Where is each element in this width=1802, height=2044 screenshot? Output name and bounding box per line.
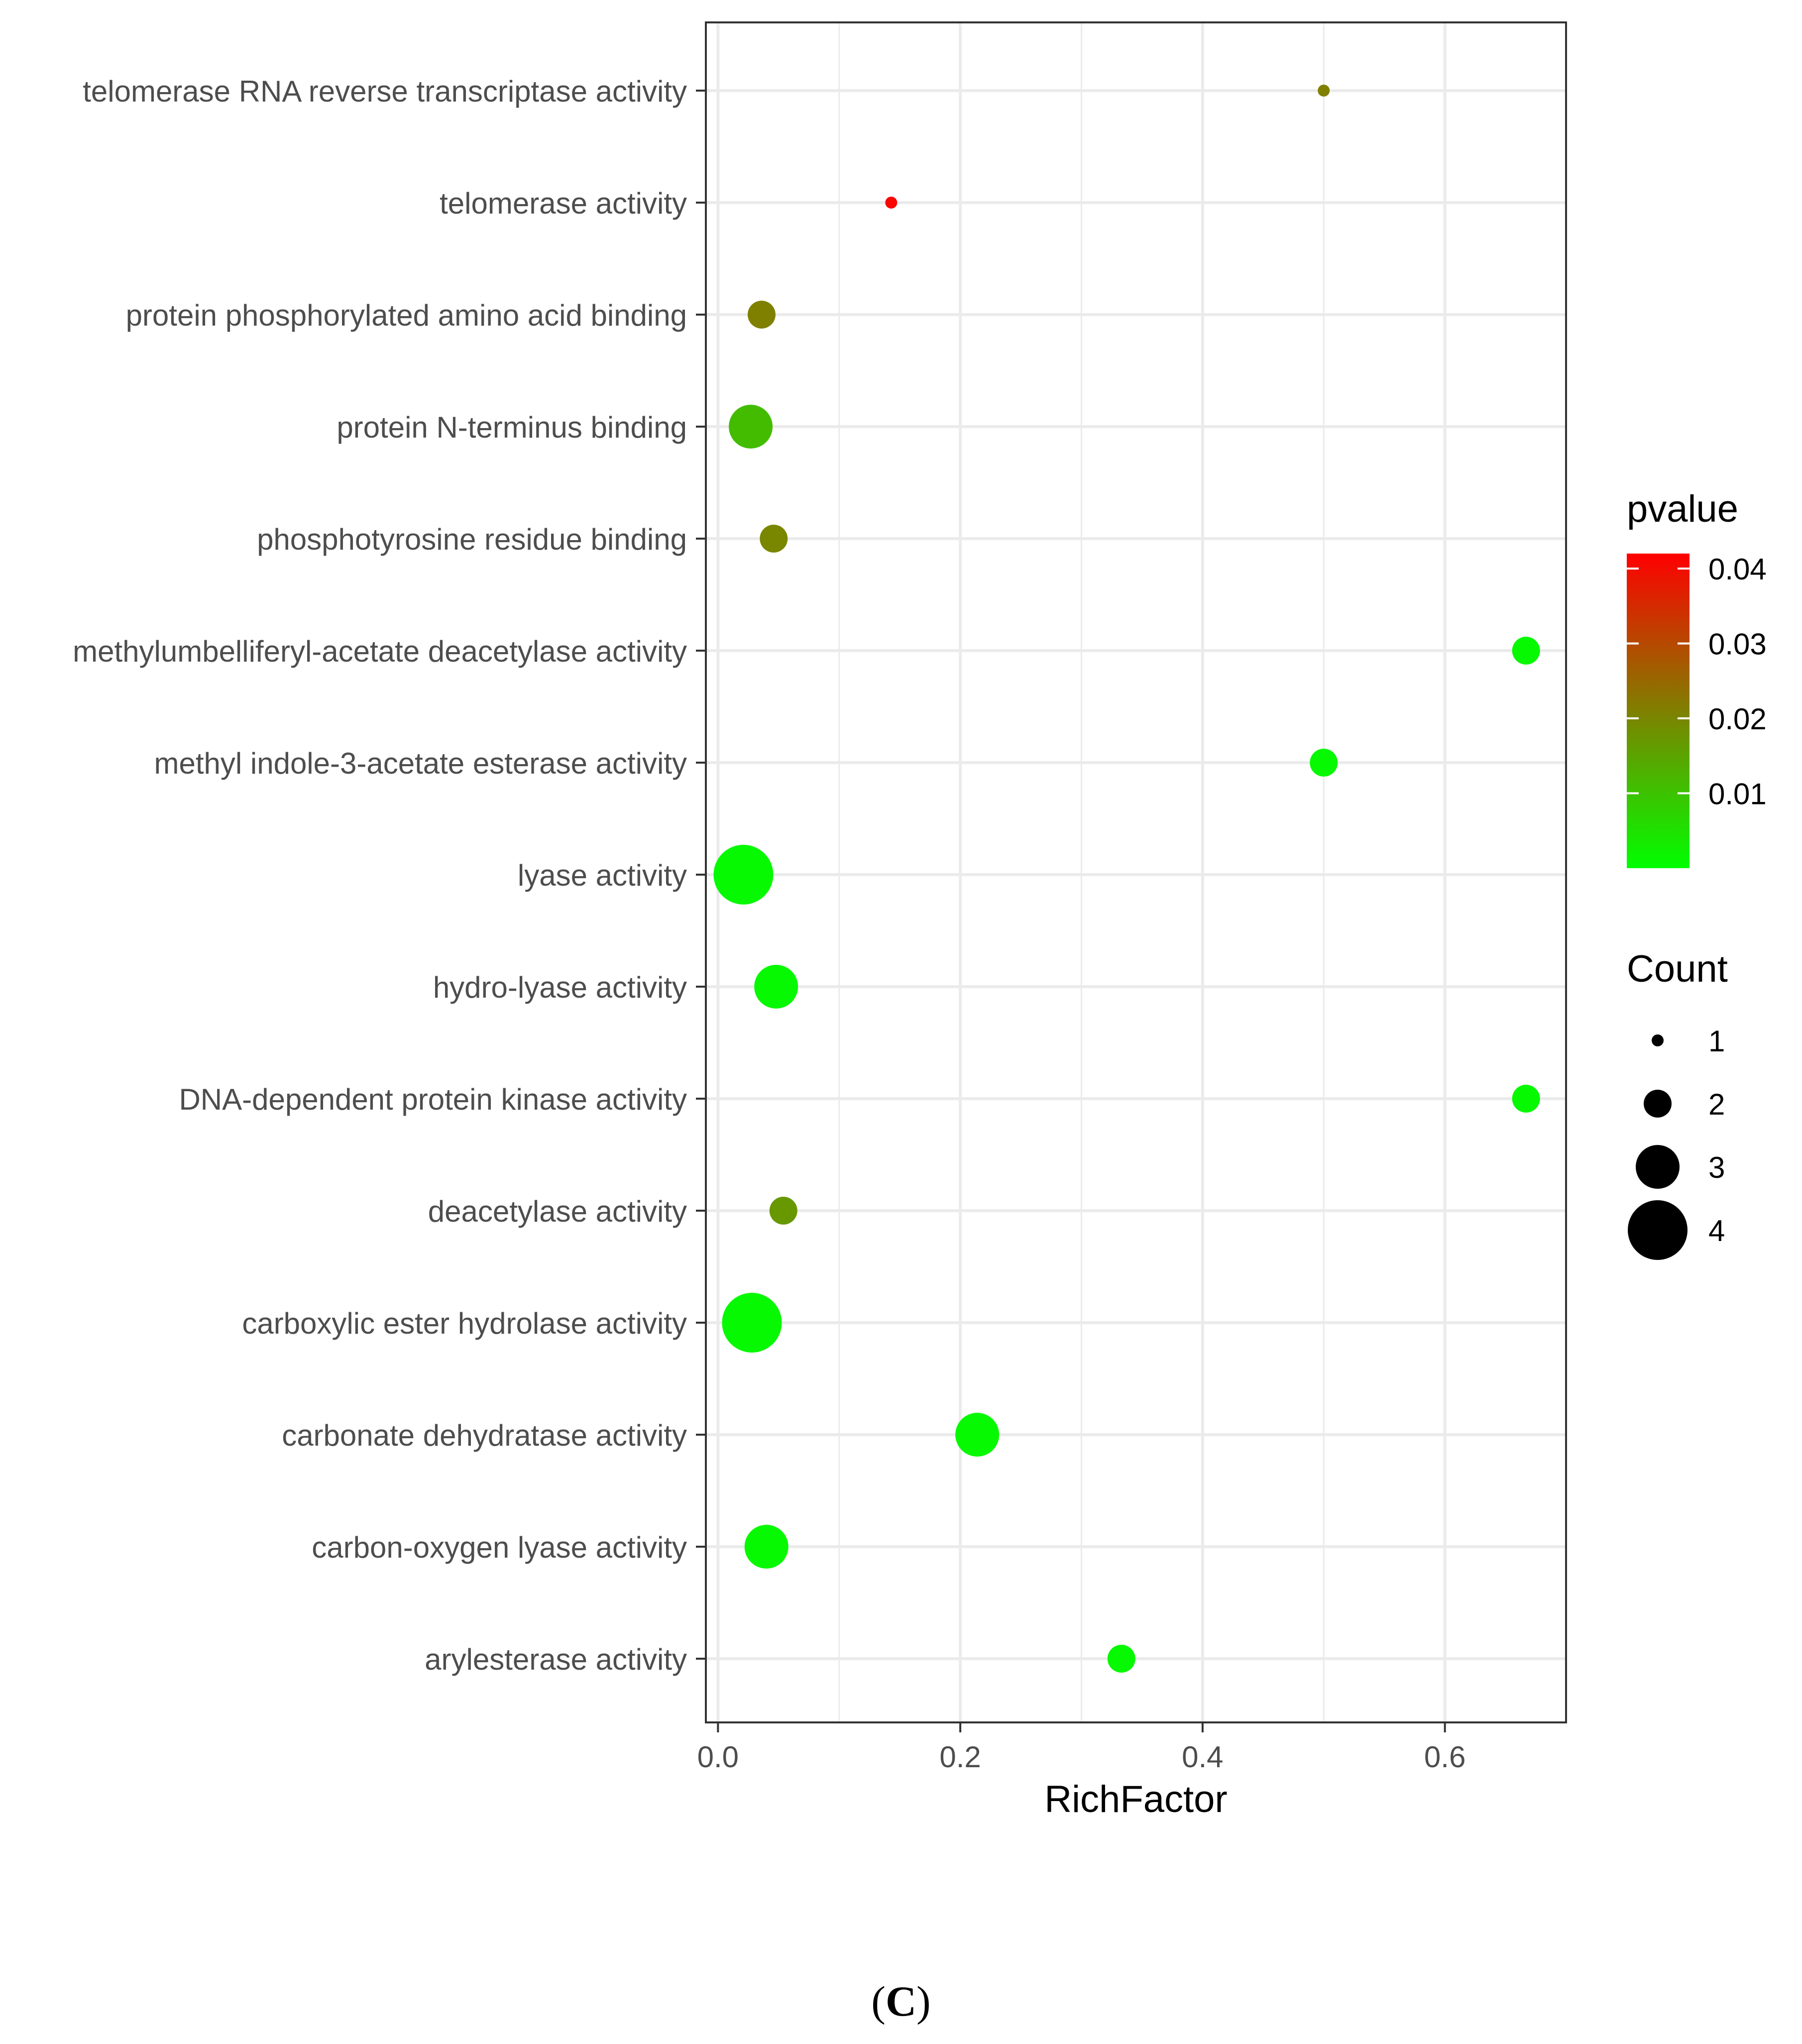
data-point [1512, 1085, 1540, 1113]
y-tick-label: DNA-dependent protein kinase activity [179, 1083, 687, 1116]
y-tick-label: methylumbelliferyl-acetate deacetylase a… [73, 635, 687, 668]
colorbar-tick-label: 0.02 [1708, 702, 1767, 736]
axis-ticks [696, 90, 1446, 1732]
y-tick-label: carboxylic ester hydrolase activity [242, 1307, 687, 1340]
size-legend-label: 4 [1708, 1214, 1725, 1248]
data-point [744, 1525, 788, 1569]
data-point [769, 1197, 797, 1225]
data-point [747, 301, 776, 329]
y-tick-label: protein N-terminus binding [337, 411, 687, 444]
y-tick-label: carbonate dehydratase activity [282, 1419, 687, 1452]
x-axis-title: RichFactor [1044, 1778, 1227, 1820]
data-point [1512, 637, 1540, 665]
x-tick-label: 0.4 [1182, 1740, 1223, 1774]
y-tick-label: hydro-lyase activity [433, 971, 687, 1004]
y-tick-label: lyase activity [518, 859, 687, 892]
size-legend-key [1636, 1145, 1680, 1189]
y-tick-label: carbon-oxygen lyase activity [312, 1531, 687, 1564]
x-axis-labels: 0.0 0.2 0.4 0.6 [697, 1740, 1466, 1774]
data-point [1310, 749, 1338, 777]
y-tick-label: telomerase activity [440, 187, 687, 220]
colorbar-tick-label: 0.04 [1708, 553, 1767, 586]
colorbar-tick-label: 0.03 [1708, 628, 1767, 661]
plot-panel-border [705, 21, 1567, 1723]
data-point [760, 525, 788, 553]
size-legend-items: 1 2 3 4 [1628, 1024, 1725, 1260]
data-point [754, 965, 798, 1009]
data-point [713, 845, 774, 905]
figure-label-close: ) [916, 1977, 931, 2025]
colorbar-tick-label: 0.01 [1708, 778, 1767, 811]
size-legend-label: 1 [1708, 1024, 1725, 1058]
data-point [722, 1293, 782, 1353]
x-tick-label: 0.0 [697, 1740, 739, 1774]
figure-label-letter: C [885, 1977, 917, 2025]
size-legend-key [1644, 1090, 1672, 1118]
size-legend-label: 2 [1708, 1088, 1725, 1121]
y-tick-label: telomerase RNA reverse transcriptase act… [83, 75, 687, 108]
size-legend-key [1628, 1200, 1688, 1260]
y-tick-label: arylesterase activity [425, 1643, 687, 1676]
data-points [713, 85, 1540, 1673]
x-tick-label: 0.2 [939, 1740, 981, 1774]
y-tick-label: methyl indole-3-acetate esterase activit… [154, 747, 687, 780]
data-point [955, 1413, 1000, 1457]
y-tick-label: protein phosphorylated amino acid bindin… [126, 299, 687, 332]
color-gradient-bar [1627, 554, 1689, 868]
data-point [885, 197, 898, 209]
y-tick-label: deacetylase activity [428, 1195, 687, 1228]
color-legend: pvalue 0.04 0.03 0.02 0.01 [1627, 488, 1767, 868]
data-point [1107, 1645, 1135, 1673]
figure-label-open: ( [871, 1977, 886, 2025]
size-legend-label: 3 [1708, 1151, 1725, 1184]
data-point [1318, 85, 1330, 97]
size-legend-key [1652, 1034, 1664, 1046]
x-tick-label: 0.6 [1424, 1740, 1465, 1774]
size-legend-title: Count [1627, 948, 1728, 990]
grid-layer [706, 22, 1566, 1722]
figure-label: (C) [0, 1976, 1802, 2026]
color-legend-ticks: 0.04 0.03 0.02 0.01 [1627, 553, 1767, 811]
y-axis-labels: telomerase RNA reverse transcriptase act… [73, 75, 687, 1676]
y-tick-label: phosphotyrosine residue binding [257, 523, 687, 556]
color-legend-title: pvalue [1627, 488, 1738, 530]
data-point [729, 405, 773, 449]
size-legend: Count 1 2 3 4 [1627, 948, 1728, 1260]
